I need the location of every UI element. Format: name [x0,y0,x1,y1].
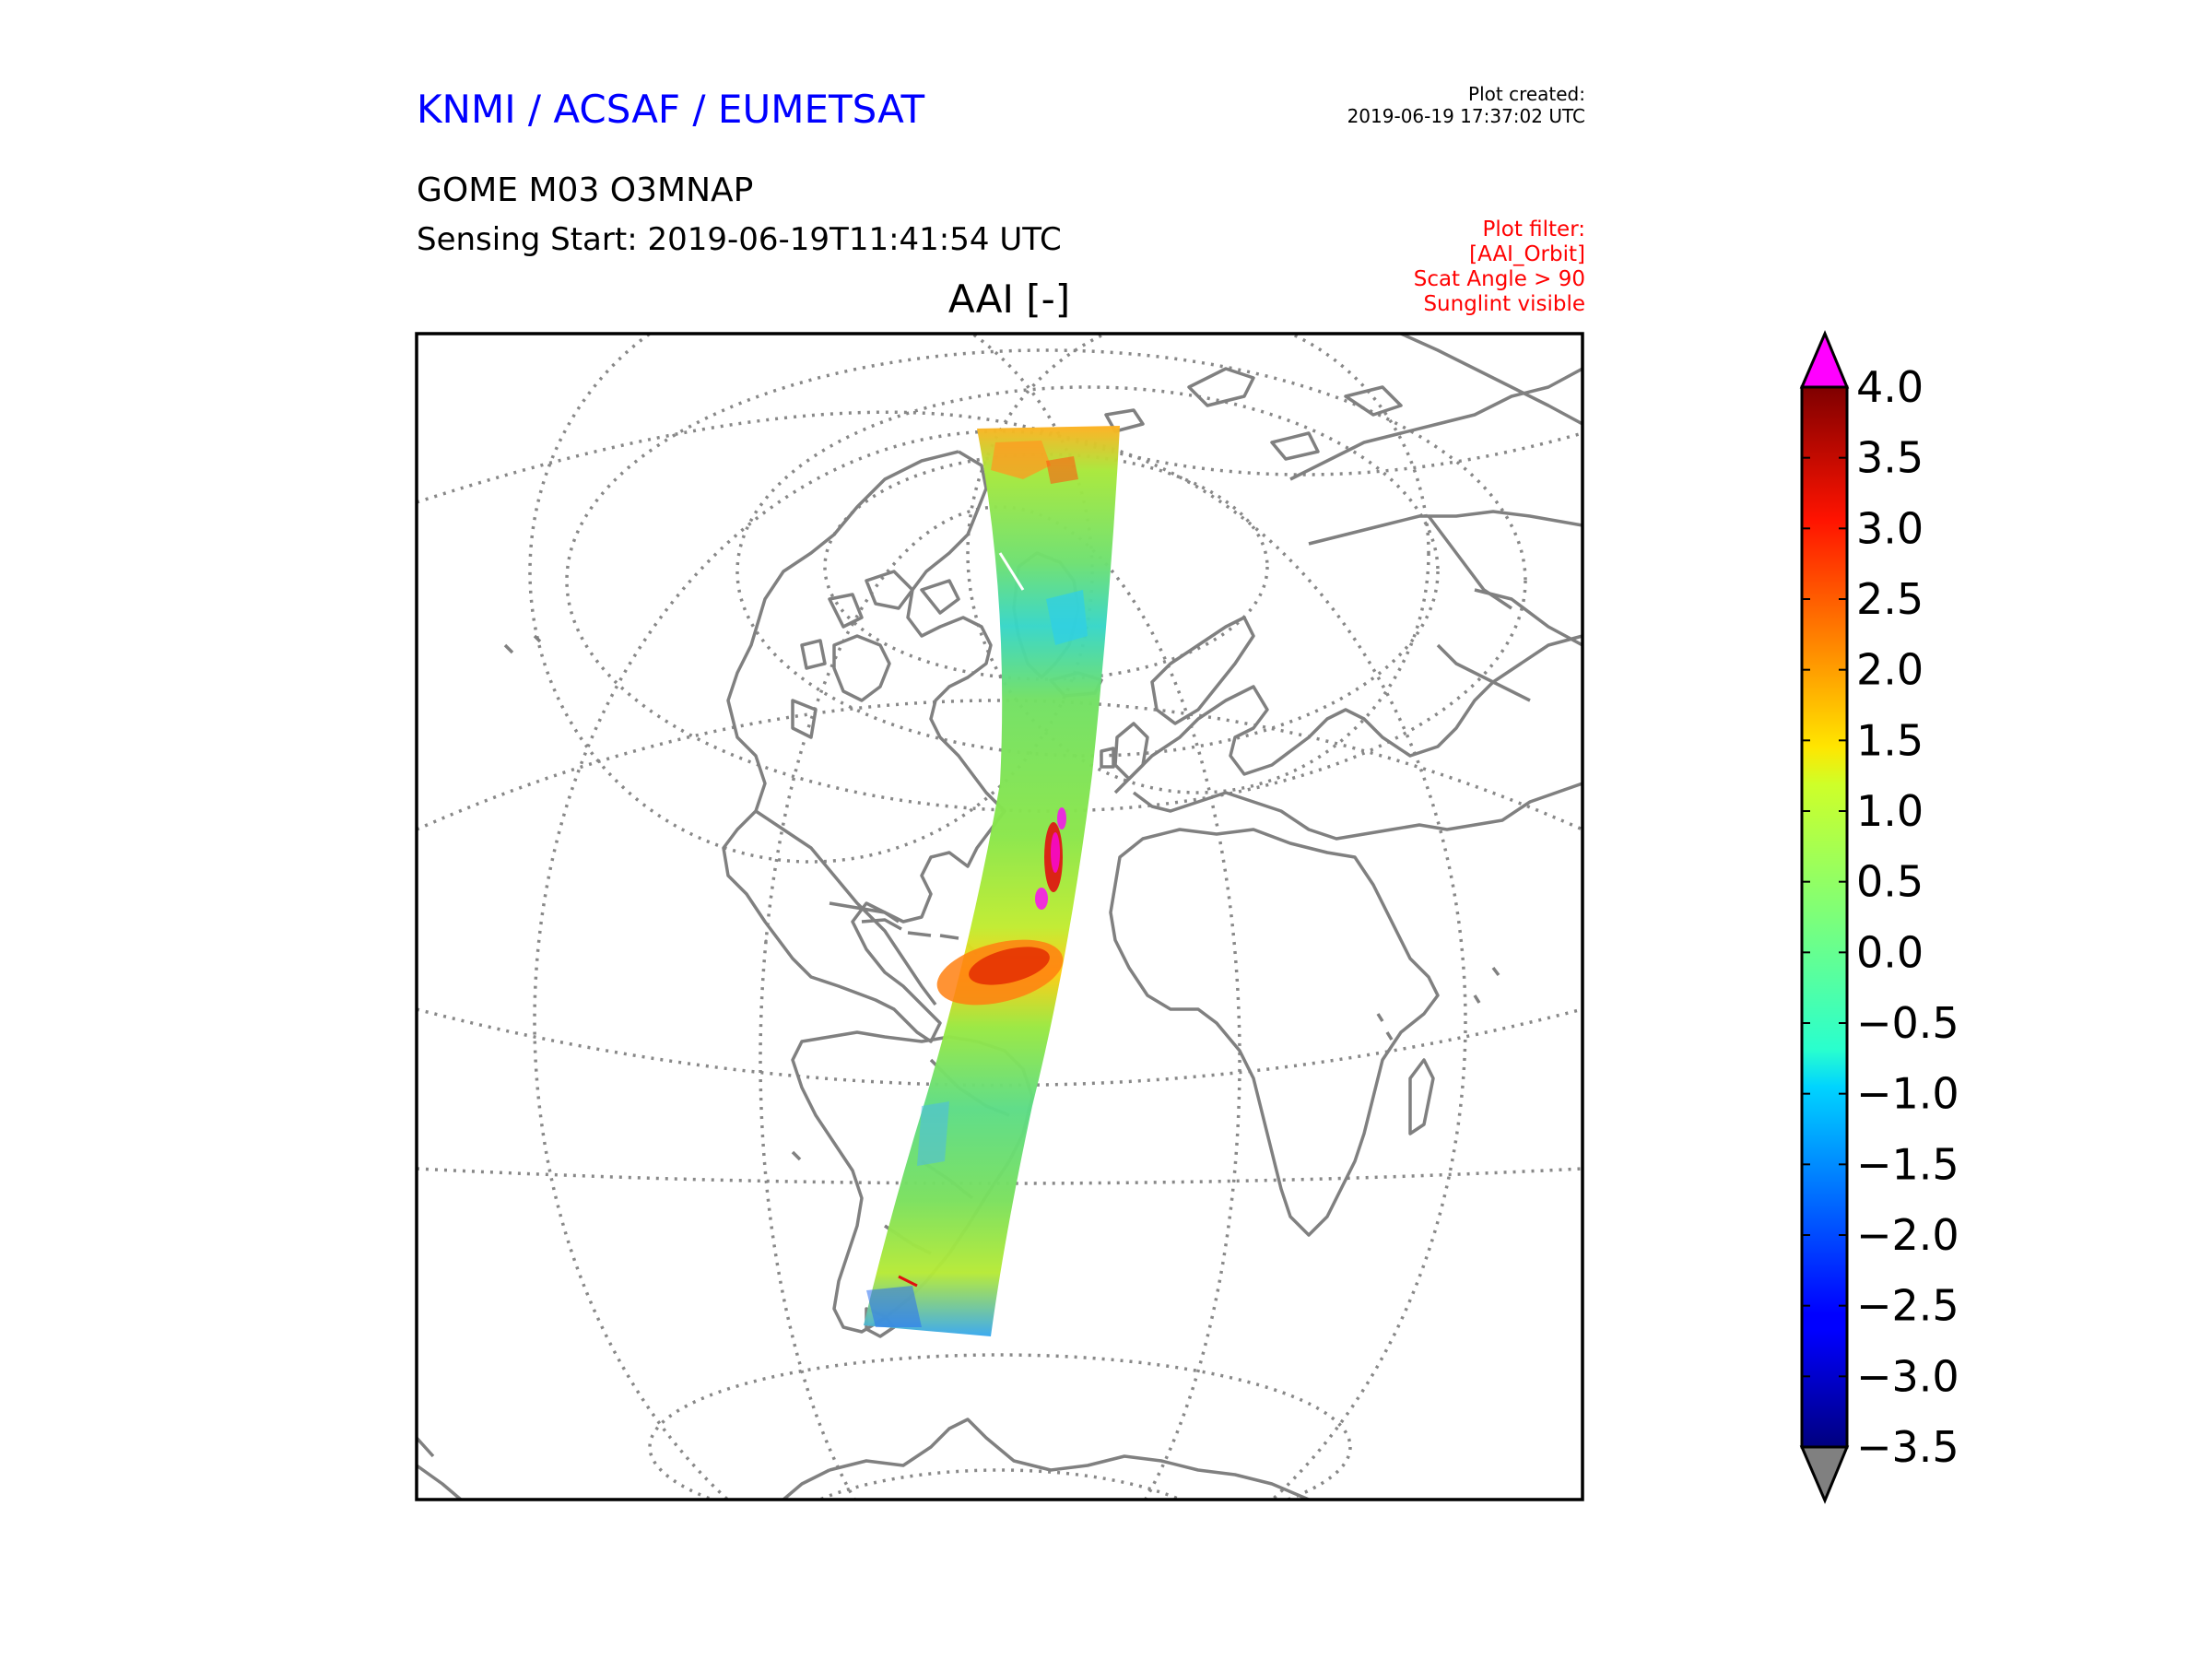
coastline-northeast [1400,334,1583,610]
coastline-north-america [722,450,1006,1043]
brand-title: KNMI / ACSAF / EUMETSAT [417,87,925,132]
colorbar-tick-label: 0.5 [1856,857,1924,907]
colorbar-under-arrow [1799,1445,1850,1504]
dust-streak [1035,888,1048,910]
coastline-europe [1113,634,1583,841]
coastline-small-islands [503,634,1500,1161]
plot-created: Plot created: 2019-06-19 17:37:02 UTC [1347,83,1585,127]
graticule-line [648,1353,1352,1500]
dust-plume-core [969,947,1050,985]
graticule-line [735,385,1440,758]
swath-red-streak [898,1275,918,1288]
colorbar-tick-label: −0.5 [1856,998,1959,1048]
coastline-africa [1109,828,1440,1237]
filter-line: Scat Angle > 90 [1413,267,1585,291]
graticule-line [417,699,1583,831]
swath-cold-patch [917,1101,949,1166]
coastline-arctic-islands [1104,367,1403,461]
colorbar-tick-label: 2.0 [1856,645,1924,695]
product-name: GOME M03 O3MNAP [417,171,754,209]
coastline-central-america [755,809,937,1006]
graticule-line [533,429,1467,1500]
coastline-caribbean [861,918,979,956]
coastline-madagascar [1408,1058,1435,1135]
filter-line: Plot filter: [1482,218,1585,241]
colorbar-over-arrow [1799,330,1850,389]
swath-cold-patch [866,1286,922,1327]
coastline-hudson-bay [832,634,891,702]
swath-cold-patch [1046,590,1088,645]
graticule-line [565,348,1527,813]
colorbar-tick-label: 3.0 [1856,503,1924,553]
coastline-southwest-corner [417,1436,463,1500]
colorbar-tick-label: −1.5 [1856,1139,1959,1189]
colorbar-tick-label: −3.5 [1856,1422,1959,1472]
colorbar-tick-label: 2.5 [1856,574,1924,624]
plot-created-label: Plot created: [1468,83,1585,105]
coastline-asia [1289,367,1583,702]
coastline-canadian-arctic [791,570,960,739]
swath-gap-line [998,552,1025,591]
sensing-start: Sensing Start: 2019-06-19T11:41:54 UTC [417,221,1062,258]
colorbar-tick-label: 1.5 [1856,715,1924,765]
graticule-line [759,505,1241,1500]
coastline-scandinavia [1150,616,1255,725]
swath-hotspot [991,441,1051,479]
colorbar-tick-label: 3.5 [1856,433,1924,483]
dust-streak [1057,807,1066,830]
map-title: AAI [-] [947,276,1071,322]
map-frame [415,332,1584,1501]
swath-hotspot [1046,456,1078,484]
plot-filter: Plot filter: [AAI_Orbit] Scat Angle > 90… [1414,218,1585,317]
colorbar-ticks: 4.0 3.5 3.0 2.5 2.0 1.5 1.0 0.5 0.0 −0.5 −1.0 −1.5 −… [1802,362,1959,1472]
graticule-line [417,1007,1583,1088]
dust-streak-core [1051,832,1060,873]
colorbar-gradient [1800,385,1849,1449]
colorbar-tick-label: 4.0 [1856,362,1924,412]
graticule-line [966,334,1430,794]
filter-line: Sunglint visible [1423,292,1585,316]
coastline-antarctica [782,1418,1310,1500]
colorbar-tick-label: −3.0 [1856,1351,1959,1401]
coastline-british-isles [1100,722,1149,781]
colorbar-tick-label: −2.5 [1856,1281,1959,1331]
plot-created-time: 2019-06-19 17:37:02 UTC [1347,105,1585,127]
filter-line: [AAI_Orbit] [1469,242,1585,266]
colorbar-tick-label: −1.0 [1856,1069,1959,1119]
satellite-swath [864,426,1120,1336]
colorbar-tick-label: 0.0 [1856,927,1924,977]
coastlines [417,334,1583,1500]
colorbar-tick-label: 1.0 [1856,786,1924,836]
colorbar-tick-label: −2.0 [1856,1210,1959,1260]
